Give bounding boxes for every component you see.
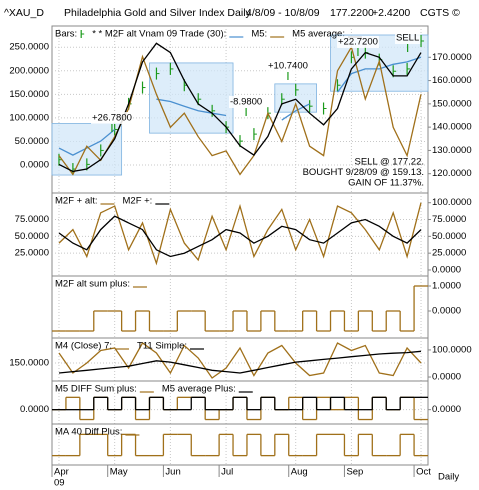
- y-tick-label: 150.0000: [9, 358, 49, 369]
- chart-title: Philadelphia Gold and Silver Index Daily: [64, 7, 252, 19]
- annotation: +26.7800: [92, 113, 132, 124]
- x-tick-label: Sep: [346, 467, 363, 478]
- x-tick-label: Jul: [221, 467, 233, 478]
- y2-tick-label: 150.0000: [432, 98, 472, 109]
- y-tick-label: 0.0000: [20, 160, 49, 171]
- series-line: [58, 342, 422, 379]
- legend-label: M5 average:: [292, 29, 345, 40]
- x-tick-label: Aug: [291, 467, 308, 478]
- trade-note: GAIN OF 11.37%.: [348, 178, 424, 189]
- annotation: +10.7400: [268, 61, 308, 72]
- annotation-bg: [91, 112, 133, 124]
- trade-note: BOUGHT 9/28/09 @ 159.13.: [303, 167, 424, 178]
- legend-label: M5 DIFF Sum plus:: [55, 384, 137, 395]
- y-tick-label: 200.0000: [9, 65, 49, 76]
- y2-tick-label: 120.0000: [432, 168, 472, 179]
- annotation: -8.9800: [230, 97, 262, 108]
- x-tick-label: May: [110, 467, 128, 478]
- legend-label: M2F + alt:: [55, 196, 98, 207]
- y2-tick-label: 140.0000: [432, 122, 472, 133]
- y2-tick-label: 50.0000: [432, 231, 466, 242]
- y-tick-label: 25.0000: [15, 248, 49, 259]
- trade-note: SELL @ 177.22.: [354, 157, 424, 168]
- annotation: SELL: [396, 33, 419, 44]
- y-tick-label: 75.0000: [15, 214, 49, 225]
- legend-label: M2F +:: [123, 196, 153, 207]
- y2-tick-label: 0.0000: [432, 372, 461, 383]
- panel-frame: [51, 423, 429, 466]
- legend-label: M2F alt sum plus:: [55, 279, 130, 290]
- trade-box: [149, 62, 234, 134]
- y2-tick-label: 160.0000: [432, 75, 472, 86]
- x-tick-label: Apr: [54, 467, 69, 478]
- series-line: [58, 215, 422, 258]
- y-tick-label: 0.0000: [20, 404, 49, 415]
- x-tick-label: Oct: [416, 467, 431, 478]
- y2-tick-label: 75.0000: [432, 214, 466, 225]
- y-tick-label: 50.0000: [15, 231, 49, 242]
- price-change: +2.4200: [372, 7, 410, 19]
- symbol: ^XAU_D: [4, 7, 44, 19]
- legend-label: M5 average Plus:: [162, 384, 236, 395]
- legend-label: M4 (Close) 7:: [55, 341, 112, 352]
- series-line: [58, 350, 422, 374]
- annotation-bg: [267, 60, 309, 72]
- legend-label: T11 Simple:: [137, 341, 187, 352]
- series-line: [58, 42, 422, 173]
- y-tick-label: 250.0000: [9, 42, 49, 53]
- x-tick-label: Jun: [165, 467, 180, 478]
- annotation-bg: [229, 96, 264, 108]
- y2-tick-label: 100.0000: [432, 197, 472, 208]
- y2-tick-label: 0.0000: [432, 264, 461, 275]
- y2-tick-label: 1.0000: [432, 281, 461, 292]
- y-tick-label: 100.0000: [9, 112, 49, 123]
- y2-tick-label: 0.0000: [432, 404, 461, 415]
- source: CGTS ©: [420, 7, 460, 19]
- x-year-label: 09: [54, 478, 65, 489]
- legend-label: MA 40 Diff Plus:: [55, 427, 122, 438]
- annotation-bg: [337, 36, 379, 48]
- y2-tick-label: 0.0000: [432, 306, 461, 317]
- period-label: Daily: [438, 472, 459, 483]
- legend-label: * * M2F alt Vnam 09 Trade (30):: [92, 29, 226, 40]
- annotation-bg: [395, 32, 421, 44]
- date-range: 4/8/09 - 10/8/09: [246, 7, 320, 19]
- series-line: [58, 202, 422, 266]
- annotation: +22.7200: [338, 37, 378, 48]
- y2-tick-label: 170.0000: [432, 52, 472, 63]
- legend-label: Bars:: [55, 29, 77, 40]
- y-tick-label: 150.0000: [9, 89, 49, 100]
- series-line: [58, 56, 422, 156]
- last-price: 177.2200: [330, 7, 374, 19]
- legend-label: M5:: [251, 29, 267, 40]
- y2-tick-label: 130.0000: [432, 145, 472, 156]
- y2-tick-label: 100.0000: [432, 344, 472, 355]
- y-tick-label: 50.0000: [15, 136, 49, 147]
- y2-tick-label: 25.0000: [432, 248, 466, 259]
